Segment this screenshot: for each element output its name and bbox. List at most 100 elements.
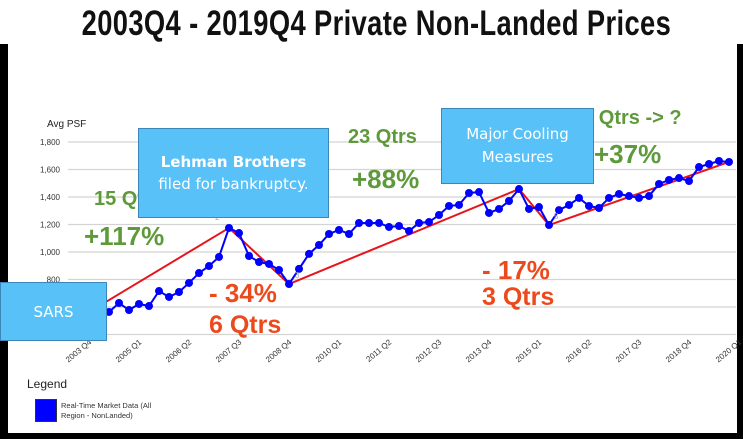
data-point	[475, 188, 483, 197]
x-tick-label: 2005 Q1	[114, 337, 144, 364]
lehman-callout: Lehman Brothers filed for bankruptcy.	[138, 128, 329, 218]
y-tick-label: 1,000	[40, 248, 61, 257]
frame-left	[0, 44, 8, 439]
drop2-qtrs-label: 3 Qtrs	[482, 283, 555, 311]
data-point	[535, 203, 543, 212]
data-point	[425, 218, 433, 227]
data-point	[685, 177, 693, 186]
data-point	[115, 299, 123, 308]
x-tick-label: 2018 Q4	[664, 337, 694, 364]
page-title: 2003Q4 - 2019Q4 Private Non-Landed Price…	[81, 4, 672, 43]
data-point	[145, 302, 153, 311]
legend-swatch	[35, 399, 57, 422]
data-point	[625, 192, 633, 201]
data-point	[395, 222, 403, 231]
lehman-callout-text: filed for bankruptcy.	[158, 175, 309, 193]
data-point	[445, 201, 453, 210]
data-point	[605, 193, 613, 202]
data-point	[435, 211, 443, 220]
sars-callout: SARS	[0, 282, 107, 341]
y-tick-label: 1,400	[40, 193, 61, 202]
data-point	[255, 258, 263, 267]
y-axis-label: Avg PSF	[47, 119, 86, 130]
point-label: 3	[295, 271, 300, 280]
cooling-callout-line2: Measures	[481, 148, 554, 166]
data-point	[185, 278, 193, 287]
data-point	[705, 160, 713, 168]
data-point	[375, 218, 383, 227]
y-tick-label: 1,200	[40, 221, 61, 230]
rise3-pct-label: +37%	[594, 139, 662, 169]
data-point	[695, 163, 703, 172]
x-tick-label: 2015 Q1	[514, 337, 544, 364]
x-tick-label: 2006 Q2	[164, 337, 194, 364]
rise2-pct-label: +88%	[352, 164, 420, 194]
data-point	[615, 189, 623, 198]
rise3-qtrs-label: 18 Qtrs -> ?	[571, 107, 682, 129]
data-point	[275, 266, 283, 275]
data-point	[485, 208, 493, 217]
data-point	[135, 299, 143, 308]
x-tick-label: 2017 Q3	[614, 337, 644, 364]
rise2-qtrs-label: 23 Qtrs	[348, 126, 417, 148]
data-point	[155, 287, 163, 296]
data-point	[415, 218, 423, 227]
data-point	[385, 222, 393, 231]
legend-title: Legend	[27, 377, 68, 391]
data-point	[525, 204, 533, 213]
data-point	[335, 226, 343, 234]
point-label: 5	[554, 212, 559, 221]
data-point	[715, 156, 723, 165]
y-tick-label: 1,800	[40, 138, 61, 147]
cooling-measures-callout: Major Cooling Measures	[441, 108, 594, 184]
data-point	[645, 192, 653, 201]
data-point	[465, 189, 473, 198]
data-point	[565, 200, 573, 209]
data-point	[405, 226, 413, 235]
y-tick-label: 800	[47, 276, 61, 285]
data-point	[325, 229, 333, 238]
data-point	[285, 280, 293, 289]
legend-entry: Real-Time Market Data (All Region - NonL…	[61, 401, 152, 420]
data-point	[505, 196, 513, 205]
data-point	[725, 157, 733, 166]
data-point	[295, 264, 303, 273]
frame-right	[737, 44, 743, 439]
cooling-callout-line1: Major Cooling	[466, 125, 569, 143]
y-tick-label: 1,600	[40, 166, 61, 175]
x-tick-label: 2007 Q3	[214, 337, 244, 364]
data-point	[225, 223, 233, 232]
lehman-callout-title: Lehman Brothers	[160, 153, 307, 171]
x-tick-label: 2011 Q2	[364, 337, 393, 364]
data-point	[315, 240, 323, 249]
data-point	[495, 204, 503, 213]
data-point	[675, 174, 683, 183]
data-point	[175, 288, 183, 297]
drop1-pct-label: - 34%	[209, 278, 277, 308]
data-point	[585, 201, 593, 210]
x-tick-label: 2020 Q1	[714, 337, 743, 364]
x-tick-label: 2016 Q2	[564, 337, 594, 364]
data-point	[205, 262, 213, 271]
data-point	[165, 292, 173, 301]
data-point	[555, 206, 563, 215]
data-point	[655, 179, 663, 188]
frame-bottom	[0, 433, 743, 439]
rise1-pct-label: +117%	[84, 221, 165, 251]
data-point	[215, 252, 223, 261]
data-point	[665, 175, 673, 184]
data-point	[235, 229, 243, 238]
x-tick-label: 2013 Q4	[464, 337, 494, 364]
data-point	[305, 249, 313, 258]
data-point	[125, 306, 133, 315]
trend-line	[88, 160, 730, 313]
data-point	[355, 218, 363, 227]
data-point	[265, 259, 273, 268]
data-point	[635, 193, 643, 202]
x-tick-label: 2003 Q4	[64, 337, 94, 364]
data-point	[365, 218, 373, 227]
drop1-qtrs-label: 6 Qtrs	[209, 311, 282, 339]
data-point	[575, 193, 583, 202]
sars-callout-text: SARS	[33, 302, 74, 321]
